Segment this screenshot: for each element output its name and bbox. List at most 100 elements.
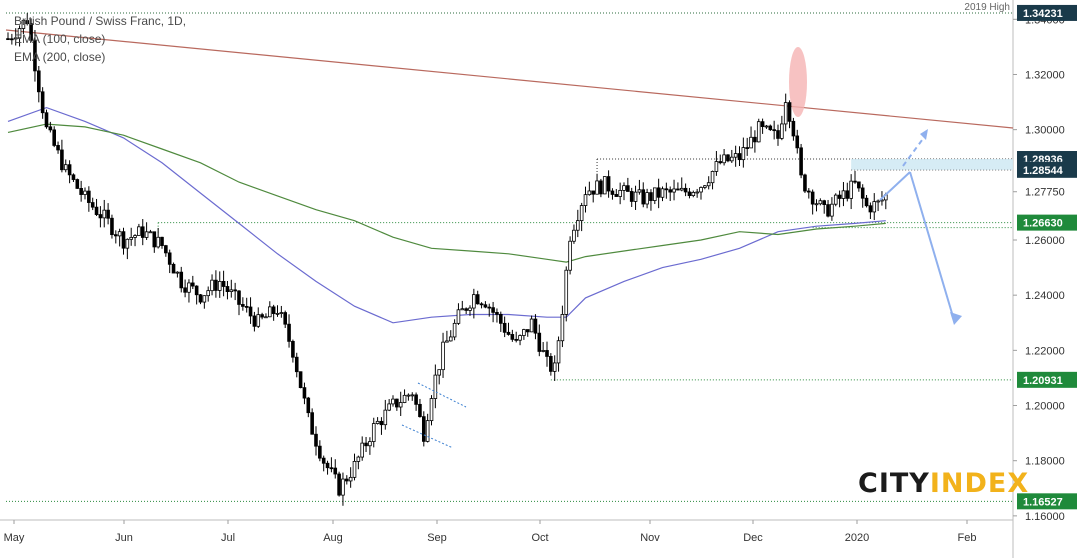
candle-up bbox=[425, 420, 430, 442]
x-tick-label: Nov bbox=[640, 532, 660, 544]
candle-up bbox=[356, 456, 361, 462]
candle-up bbox=[749, 136, 753, 149]
candle-down bbox=[860, 187, 865, 199]
candle-down bbox=[826, 204, 830, 217]
candle-down bbox=[483, 304, 488, 308]
candle-up bbox=[125, 238, 130, 249]
candle-down bbox=[837, 194, 842, 199]
candle-up bbox=[210, 279, 214, 292]
candle-down bbox=[310, 412, 314, 435]
candle-up bbox=[679, 187, 684, 191]
candle-down bbox=[664, 188, 669, 191]
candle-down bbox=[25, 20, 30, 25]
chart-title: British Pound / Swiss Franc, 1D, bbox=[14, 14, 187, 28]
candle-down bbox=[333, 467, 338, 475]
candle-up bbox=[133, 235, 137, 238]
candle-down bbox=[306, 397, 311, 414]
candle-down bbox=[114, 234, 118, 237]
candle-up bbox=[137, 226, 141, 236]
candle-down bbox=[6, 38, 10, 41]
candle-down bbox=[287, 323, 291, 342]
candle-down bbox=[87, 190, 91, 203]
ema200-line bbox=[7, 123, 886, 263]
price-label-text: 1.16527 bbox=[1023, 496, 1063, 508]
y-tick-label: 1.24000 bbox=[1025, 290, 1065, 302]
candle-up bbox=[660, 188, 665, 198]
candle-down bbox=[495, 311, 499, 315]
candle-down bbox=[479, 303, 484, 306]
candle-down bbox=[549, 356, 553, 372]
candle-up bbox=[375, 420, 380, 424]
candle-up bbox=[202, 295, 207, 303]
candle-up bbox=[17, 28, 22, 39]
candle-down bbox=[537, 332, 542, 352]
candle-down bbox=[52, 129, 56, 146]
candle-down bbox=[248, 306, 253, 317]
candle-up bbox=[387, 403, 391, 411]
candle-down bbox=[498, 313, 503, 324]
candle-up bbox=[830, 203, 834, 217]
candle-down bbox=[606, 176, 611, 192]
candle-down bbox=[599, 180, 603, 195]
candle-down bbox=[152, 231, 157, 248]
candle-up bbox=[556, 340, 561, 364]
candle-down bbox=[37, 70, 41, 93]
candle-up bbox=[741, 147, 746, 161]
candle-down bbox=[110, 217, 114, 236]
candle-down bbox=[48, 126, 53, 131]
candle-down bbox=[502, 322, 507, 333]
candle-up bbox=[876, 200, 880, 203]
candle-down bbox=[233, 289, 237, 292]
candle-up bbox=[229, 289, 234, 293]
candle-up bbox=[541, 350, 545, 352]
candle-down bbox=[121, 231, 126, 249]
candle-up bbox=[564, 269, 569, 315]
candle-down bbox=[510, 334, 515, 340]
candle-up bbox=[460, 308, 465, 311]
candle-up bbox=[406, 394, 411, 397]
candle-down bbox=[591, 190, 595, 195]
candle-up bbox=[714, 161, 719, 172]
candle-up bbox=[13, 37, 18, 40]
price-label-text: 1.28544 bbox=[1023, 165, 1064, 177]
candle-down bbox=[726, 154, 730, 162]
candle-down bbox=[656, 187, 661, 198]
candle-up bbox=[429, 398, 434, 422]
candle-down bbox=[745, 147, 749, 149]
candle-down bbox=[649, 192, 653, 201]
x-tick-label: Feb bbox=[958, 532, 977, 544]
legend-ema200: EMA (200, close) bbox=[14, 50, 106, 64]
candle-up bbox=[433, 374, 438, 399]
candle-down bbox=[214, 279, 218, 291]
candle-up bbox=[576, 220, 580, 231]
candle-down bbox=[198, 294, 203, 303]
candle-up bbox=[583, 194, 588, 206]
candle-up bbox=[156, 236, 160, 248]
price-label-box bbox=[1017, 161, 1077, 178]
arrow-down-leg bbox=[909, 171, 955, 321]
resistance-zone bbox=[851, 159, 1013, 170]
candle-down bbox=[787, 102, 792, 122]
candle-down bbox=[545, 350, 549, 357]
candle-up bbox=[175, 271, 180, 274]
candle-down bbox=[183, 287, 187, 293]
candle-up bbox=[595, 180, 599, 195]
candle-up bbox=[148, 231, 153, 234]
candle-down bbox=[683, 187, 688, 193]
candle-down bbox=[271, 306, 276, 314]
candle-up bbox=[279, 312, 284, 314]
y-tick-label: 1.22000 bbox=[1025, 345, 1065, 357]
candle-down bbox=[641, 189, 646, 205]
candle-up bbox=[410, 394, 415, 397]
candle-down bbox=[294, 356, 299, 373]
candle-up bbox=[691, 191, 696, 197]
candle-up bbox=[653, 187, 657, 201]
x-tick-label: Jul bbox=[221, 532, 235, 544]
candle-down bbox=[314, 433, 318, 447]
candle-up bbox=[360, 442, 364, 458]
candle-down bbox=[337, 473, 341, 496]
candle-down bbox=[768, 125, 773, 131]
candle-up bbox=[402, 394, 407, 403]
candle-down bbox=[71, 174, 76, 180]
candle-up bbox=[187, 282, 191, 293]
